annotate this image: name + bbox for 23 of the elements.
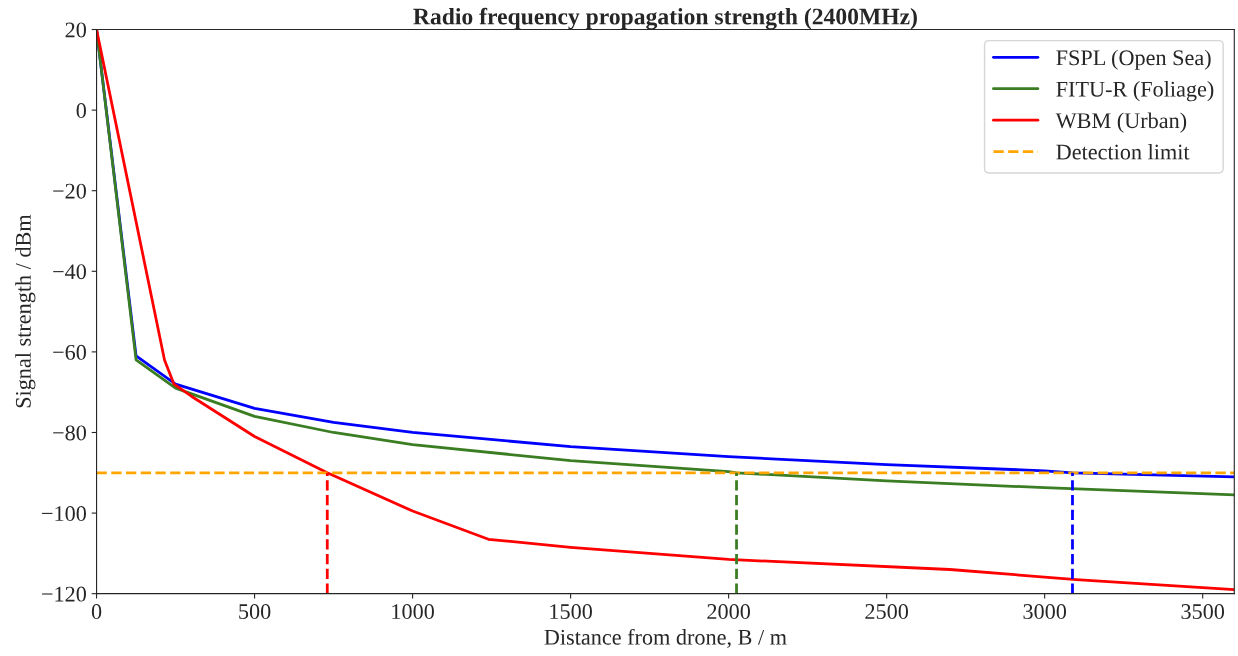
- x-tick-label: 3000: [1023, 604, 1067, 620]
- x-tick-label: 1000: [392, 604, 434, 620]
- x-tick-label: 2000: [707, 604, 751, 620]
- y-tick-label: −20: [53, 183, 86, 199]
- x-tick-label: 500: [239, 604, 271, 620]
- x-axis-title: Distance from drone, B / m: [544, 628, 787, 648]
- x-tick-label: 3500: [1181, 604, 1225, 620]
- legend-label: Detection limit: [1056, 143, 1190, 160]
- y-tick-label: −40: [53, 264, 86, 280]
- legend-label: FITU-R (Foliage): [1056, 81, 1214, 102]
- legend-label: WBM (Urban): [1055, 112, 1187, 133]
- chart-title: Radio frequency propagation strength (2400MHz): [413, 7, 917, 30]
- y-tick-label: −60: [53, 344, 86, 360]
- legend-label: FSPL (Open Sea): [1056, 49, 1211, 70]
- y-axis-title: Signal strength / dBm: [15, 214, 36, 408]
- y-tick-label: 20: [65, 22, 86, 38]
- y-tick-label: 0: [76, 103, 86, 119]
- y-tick-label: −80: [53, 425, 86, 441]
- x-tick-label: 0: [91, 604, 102, 620]
- x-tick-label: 1500: [550, 604, 592, 620]
- y-tick-label: −100: [42, 506, 86, 522]
- y-tick-label: −120: [42, 586, 86, 602]
- x-tick-label: 2500: [865, 604, 909, 620]
